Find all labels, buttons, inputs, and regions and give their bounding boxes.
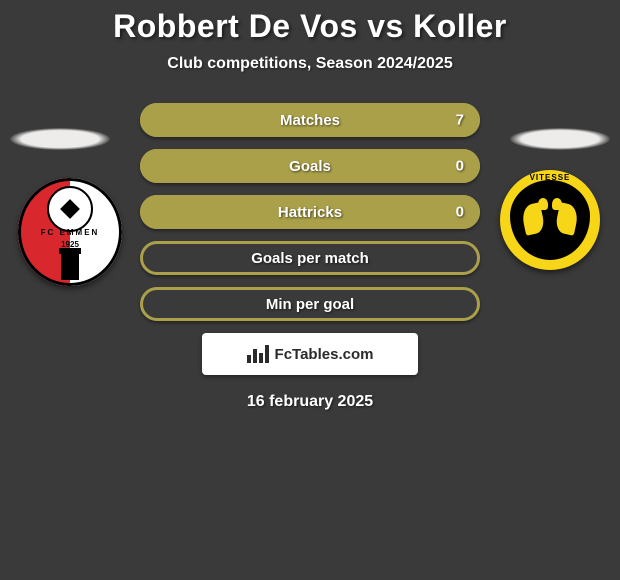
stat-row: Goals 0	[140, 149, 480, 183]
stat-rows: Matches 7 Goals 0 Hattricks 0 Goals per match M…	[140, 103, 480, 321]
stat-label: Goals per match	[251, 250, 369, 267]
brand-text: FcTables.com	[275, 346, 374, 363]
stat-value: 7	[456, 112, 464, 129]
stat-value: 0	[456, 204, 464, 221]
stat-label: Matches	[280, 112, 340, 129]
stat-label: Goals	[289, 158, 331, 175]
stat-row: Goals per match	[140, 241, 480, 275]
stat-value: 0	[456, 158, 464, 175]
stat-label: Hattricks	[278, 204, 342, 221]
page-title: Robbert De Vos vs Koller	[0, 0, 620, 45]
stat-row: Matches 7	[140, 103, 480, 137]
stat-row: Hattricks 0	[140, 195, 480, 229]
chart-icon	[247, 345, 269, 363]
brand-box[interactable]: FcTables.com	[202, 333, 418, 375]
stat-label: Min per goal	[266, 296, 354, 313]
subtitle: Club competitions, Season 2024/2025	[0, 55, 620, 73]
date-line: 16 february 2025	[0, 393, 620, 411]
stat-row: Min per goal	[140, 287, 480, 321]
